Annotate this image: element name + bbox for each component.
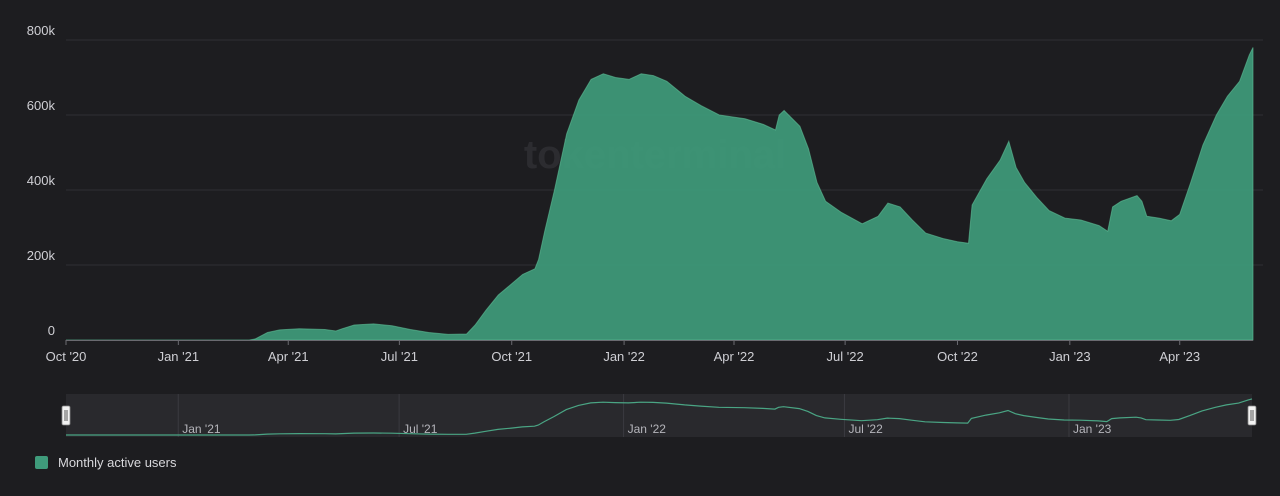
- x-tick-label: Apr '21: [268, 349, 309, 364]
- x-axis: Oct '20 Jan '21 Apr '21 Jul '21 Oct '21 Jan '…: [46, 340, 1253, 364]
- x-tick-label: Jul '22: [827, 349, 864, 364]
- plot-area: [66, 47, 1254, 341]
- y-tick-label: 0: [48, 323, 55, 338]
- navigator-background: [66, 394, 1252, 437]
- x-tick-label: Jan '23: [1049, 349, 1091, 364]
- x-tick-label: Jan '21: [158, 349, 200, 364]
- navigator-tick-label: Jan '21: [182, 422, 221, 436]
- x-tick-label: Oct '21: [491, 349, 532, 364]
- y-tick-label: 800k: [27, 23, 56, 38]
- navigator-series-line: [66, 398, 1253, 436]
- y-tick-label: 400k: [27, 173, 56, 188]
- y-tick-label: 600k: [27, 98, 56, 113]
- x-tick-label: Apr '22: [714, 349, 755, 364]
- x-tick-label: Jul '21: [381, 349, 418, 364]
- navigator-right-handle[interactable]: [1247, 405, 1257, 426]
- x-tick-label: Jan '22: [603, 349, 645, 364]
- navigator-left-handle[interactable]: [61, 405, 71, 426]
- navigator-tick-label: Jul '21: [403, 422, 438, 436]
- legend-swatch-icon: [35, 456, 48, 469]
- y-tick-label: 200k: [27, 248, 56, 263]
- navigator-tick-label: Jul '22: [848, 422, 883, 436]
- area-series: [66, 47, 1254, 341]
- legend-label: Monthly active users: [58, 455, 177, 470]
- navigator-tick-label: Jan '23: [1073, 422, 1112, 436]
- navigator[interactable]: Jan '21 Jul '21 Jan '22 Jul '22 Jan '23: [61, 394, 1257, 437]
- legend[interactable]: Monthly active users: [35, 455, 177, 470]
- y-axis-labels: 0 200k 400k 600k 800k: [27, 23, 56, 338]
- x-tick-label: Oct '22: [937, 349, 978, 364]
- x-tick-label: Apr '23: [1159, 349, 1200, 364]
- x-tick-label: Oct '20: [46, 349, 87, 364]
- navigator-tick-label: Jan '22: [628, 422, 667, 436]
